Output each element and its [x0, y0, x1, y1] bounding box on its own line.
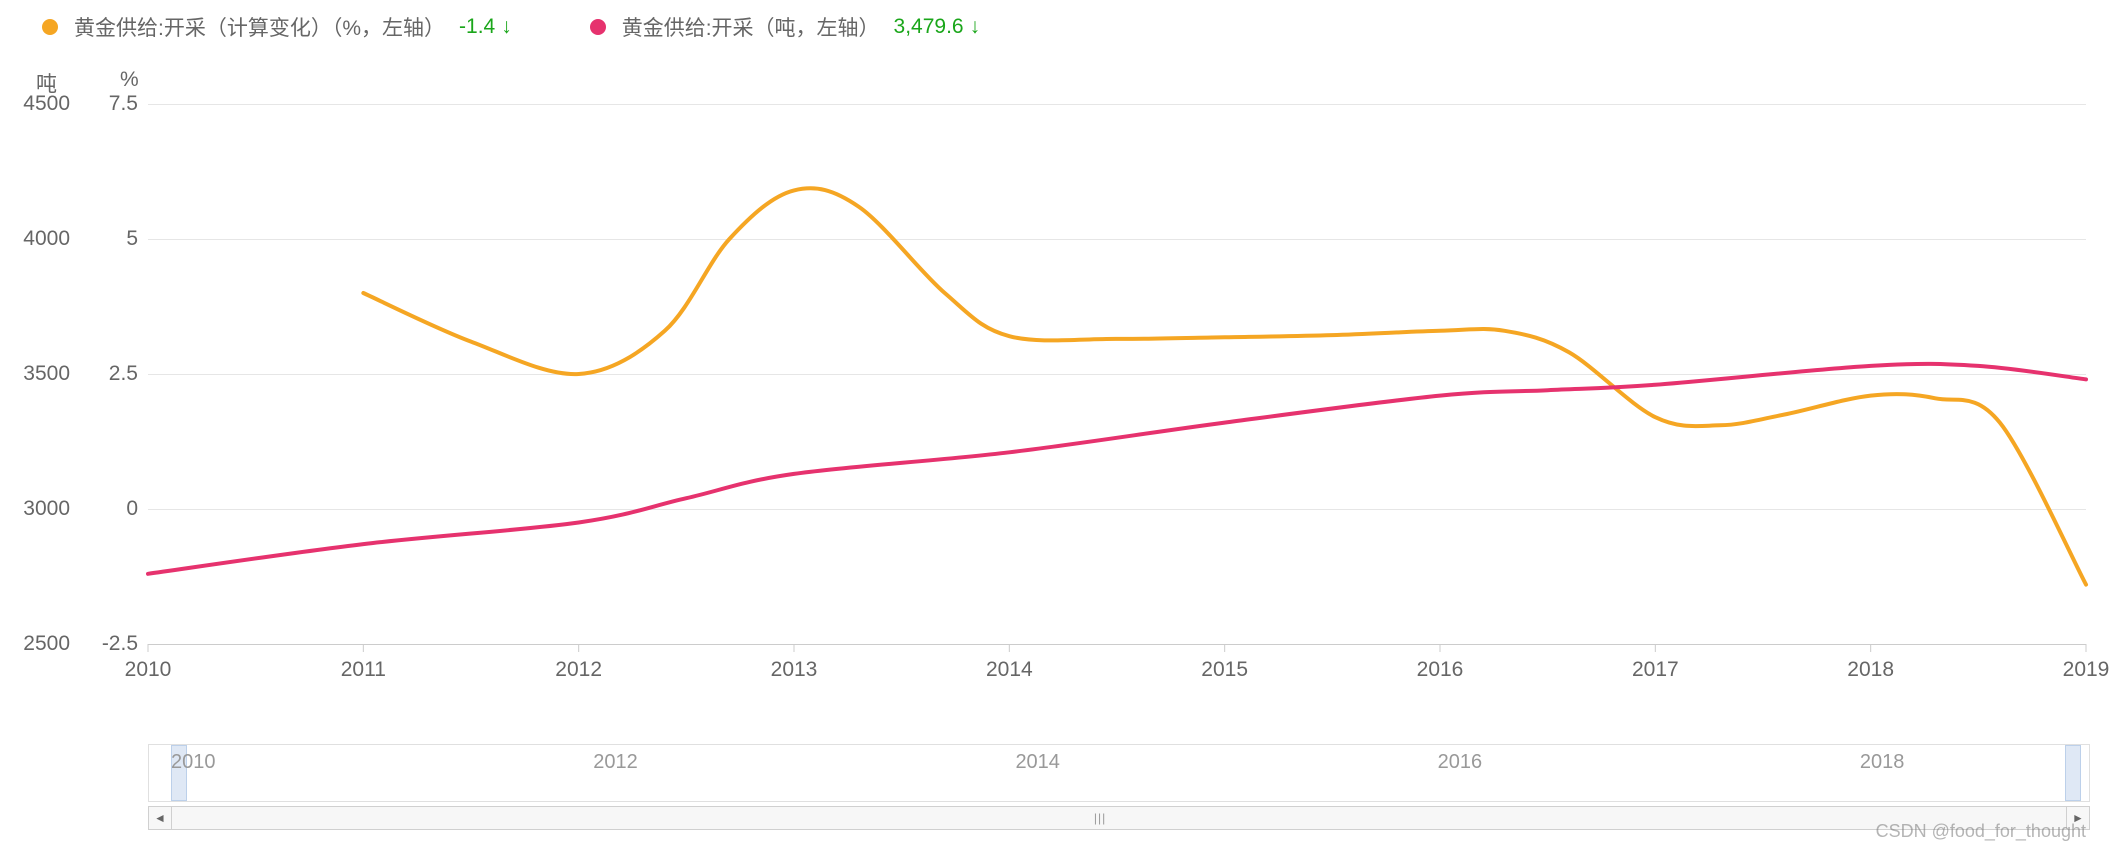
- chart-container: 黄金供给:开采（计算变化）（%，左轴） -1.4 ↓ 黄金供给:开采（吨，左轴）…: [0, 0, 2114, 848]
- plot-area[interactable]: [0, 0, 2106, 664]
- horizontal-scrollbar[interactable]: ◄ ||| ►: [148, 806, 2090, 830]
- minimap-tick: 2012: [593, 751, 638, 774]
- range-minimap[interactable]: 2010 2012 2014 2016 2018: [148, 744, 2090, 802]
- watermark: CSDN @food_for_thought: [1876, 821, 2086, 842]
- scroll-track[interactable]: |||: [172, 807, 2066, 829]
- series-pct_change[interactable]: [363, 188, 2086, 584]
- minimap-tick: 2018: [1860, 751, 1905, 774]
- minimap-tick: 2014: [1015, 751, 1060, 774]
- series-tonnes[interactable]: [148, 364, 2086, 574]
- minimap-handle-right[interactable]: [2065, 745, 2081, 801]
- minimap-tick: 2016: [1438, 751, 1483, 774]
- scroll-grip-icon: |||: [1094, 811, 1106, 825]
- minimap-tick: 2010: [171, 751, 216, 774]
- scroll-left-icon[interactable]: ◄: [149, 807, 172, 829]
